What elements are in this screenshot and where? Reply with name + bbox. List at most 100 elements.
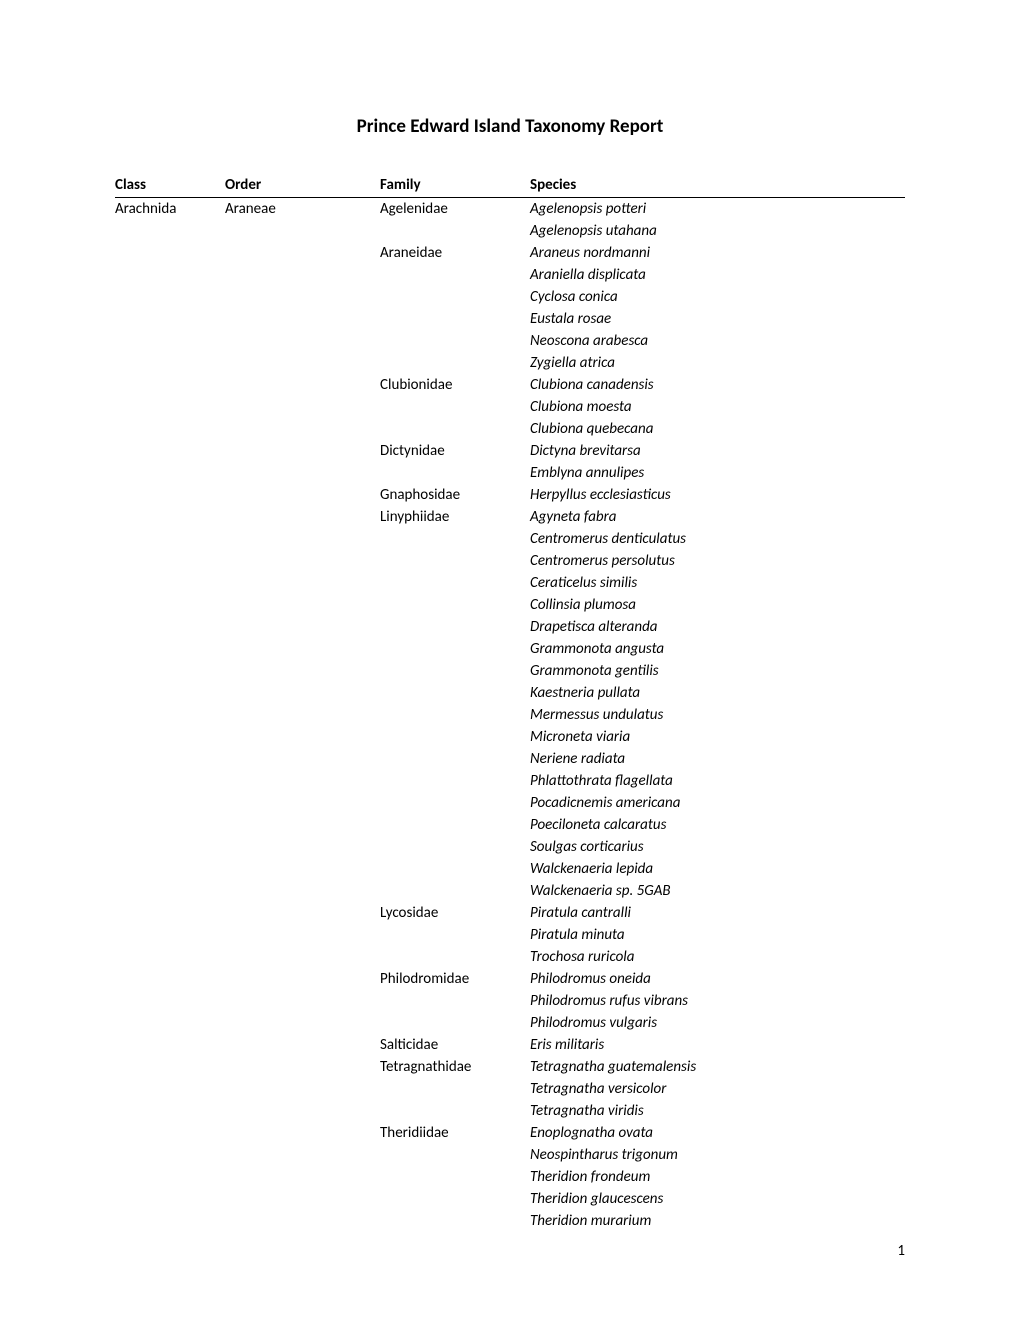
cell-species: Neoscona arabesca	[530, 330, 905, 352]
cell-family	[380, 220, 530, 242]
cell-class	[115, 858, 225, 880]
cell-order	[225, 330, 380, 352]
cell-species: Grammonota gentilis	[530, 660, 905, 682]
cell-family: Dictynidae	[380, 440, 530, 462]
cell-order	[225, 484, 380, 506]
cell-species: Enoplognatha ovata	[530, 1122, 905, 1144]
cell-order	[225, 1056, 380, 1078]
cell-class	[115, 968, 225, 990]
table-row: Theridion frondeum	[115, 1166, 905, 1188]
table-row: Kaestneria pullata	[115, 682, 905, 704]
cell-species: Walckenaeria sp. 5GAB	[530, 880, 905, 902]
cell-class	[115, 792, 225, 814]
table-row: Centromerus persolutus	[115, 550, 905, 572]
cell-class	[115, 396, 225, 418]
cell-species: Araneus nordmanni	[530, 242, 905, 264]
cell-family	[380, 1100, 530, 1122]
cell-species: Tetragnatha versicolor	[530, 1078, 905, 1100]
cell-species: Drapetisca alteranda	[530, 616, 905, 638]
table-row: GnaphosidaeHerpyllus ecclesiasticus	[115, 484, 905, 506]
cell-species: Poeciloneta calcaratus	[530, 814, 905, 836]
cell-class	[115, 594, 225, 616]
cell-family	[380, 462, 530, 484]
table-row: Tetragnatha viridis	[115, 1100, 905, 1122]
cell-family: Theridiidae	[380, 1122, 530, 1144]
cell-order	[225, 836, 380, 858]
cell-family	[380, 528, 530, 550]
cell-species: Philodromus rufus vibrans	[530, 990, 905, 1012]
page-number: 1	[897, 1242, 905, 1260]
cell-species: Philodromus vulgaris	[530, 1012, 905, 1034]
table-row: LinyphiidaeAgyneta fabra	[115, 506, 905, 528]
cell-order	[225, 1210, 380, 1232]
cell-class	[115, 726, 225, 748]
cell-family	[380, 594, 530, 616]
taxonomy-table: Class Order Family Species ArachnidaAran…	[115, 176, 905, 1232]
cell-class	[115, 748, 225, 770]
table-row: Walckenaeria lepida	[115, 858, 905, 880]
cell-family	[380, 352, 530, 374]
cell-class	[115, 242, 225, 264]
table-row: ClubionidaeClubiona canadensis	[115, 374, 905, 396]
cell-order	[225, 814, 380, 836]
cell-order	[225, 572, 380, 594]
cell-order	[225, 220, 380, 242]
cell-species: Theridion frondeum	[530, 1166, 905, 1188]
table-row: Microneta viaria	[115, 726, 905, 748]
cell-order	[225, 858, 380, 880]
cell-class	[115, 462, 225, 484]
cell-family	[380, 660, 530, 682]
table-row: Tetragnatha versicolor	[115, 1078, 905, 1100]
table-row: Clubiona moesta	[115, 396, 905, 418]
table-row: Zygiella atrica	[115, 352, 905, 374]
cell-order	[225, 286, 380, 308]
cell-class	[115, 550, 225, 572]
cell-family	[380, 990, 530, 1012]
table-row: Centromerus denticulatus	[115, 528, 905, 550]
table-row: Araniella displicata	[115, 264, 905, 286]
table-row: SalticidaeEris militaris	[115, 1034, 905, 1056]
cell-class	[115, 506, 225, 528]
cell-family	[380, 814, 530, 836]
cell-family	[380, 330, 530, 352]
table-row: LycosidaePiratula cantralli	[115, 902, 905, 924]
cell-class	[115, 616, 225, 638]
table-row: Ceraticelus similis	[115, 572, 905, 594]
cell-species: Eustala rosae	[530, 308, 905, 330]
cell-order	[225, 352, 380, 374]
cell-order	[225, 770, 380, 792]
cell-class	[115, 770, 225, 792]
table-body: ArachnidaAraneaeAgelenidaeAgelenopsis po…	[115, 198, 905, 1233]
cell-class	[115, 1166, 225, 1188]
cell-order	[225, 726, 380, 748]
cell-order	[225, 462, 380, 484]
cell-species: Microneta viaria	[530, 726, 905, 748]
table-row: Clubiona quebecana	[115, 418, 905, 440]
cell-order	[225, 1012, 380, 1034]
cell-order	[225, 440, 380, 462]
cell-class	[115, 836, 225, 858]
cell-family	[380, 308, 530, 330]
cell-order	[225, 660, 380, 682]
cell-species: Clubiona canadensis	[530, 374, 905, 396]
cell-species: Dictyna brevitarsa	[530, 440, 905, 462]
cell-family: Agelenidae	[380, 198, 530, 221]
cell-order	[225, 924, 380, 946]
cell-family: Salticidae	[380, 1034, 530, 1056]
cell-class	[115, 330, 225, 352]
cell-species: Mermessus undulatus	[530, 704, 905, 726]
cell-order	[225, 902, 380, 924]
cell-class	[115, 704, 225, 726]
cell-class	[115, 880, 225, 902]
cell-class	[115, 660, 225, 682]
cell-order	[225, 1144, 380, 1166]
cell-species: Theridion murarium	[530, 1210, 905, 1232]
cell-class	[115, 1100, 225, 1122]
cell-family: Philodromidae	[380, 968, 530, 990]
cell-order	[225, 880, 380, 902]
cell-order	[225, 1188, 380, 1210]
cell-order	[225, 1166, 380, 1188]
table-row: Poeciloneta calcaratus	[115, 814, 905, 836]
table-row: Philodromus vulgaris	[115, 1012, 905, 1034]
cell-species: Theridion glaucescens	[530, 1188, 905, 1210]
